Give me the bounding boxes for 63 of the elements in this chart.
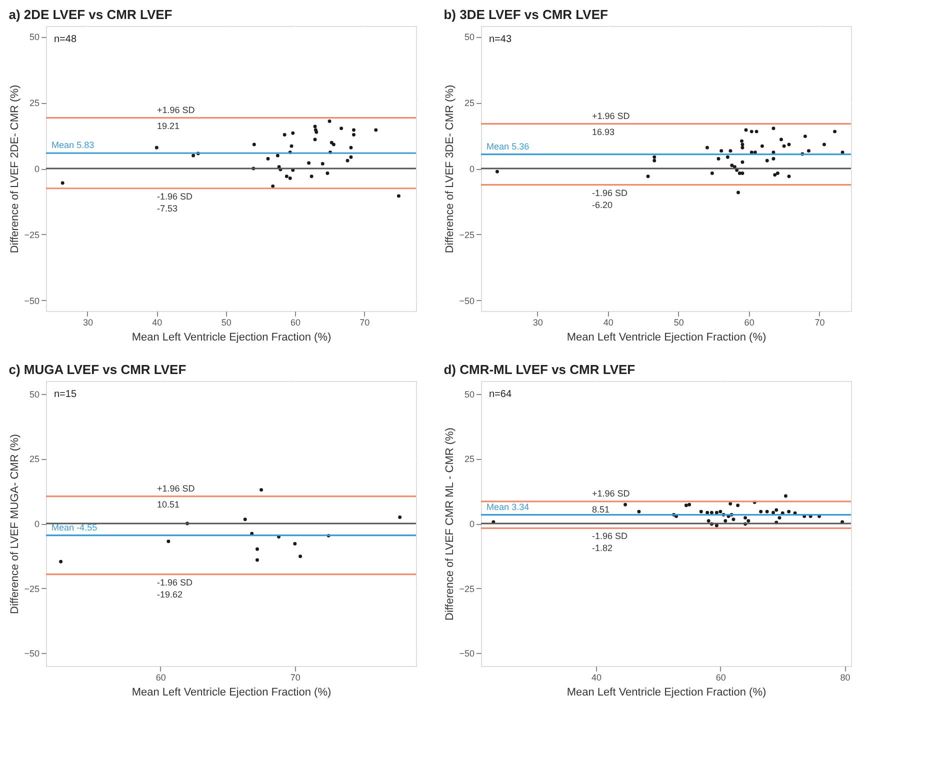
x-axis-title: Mean Left Ventricle Ejection Fraction (%) — [132, 332, 332, 344]
ref-line-label: +1.96 SD 19.21 — [157, 104, 196, 131]
x-tick-label: 60 — [156, 672, 166, 682]
y-tick-label: 50 — [464, 32, 474, 42]
y-tick-label: 25 — [29, 454, 40, 464]
y-tick-label: 25 — [464, 454, 474, 464]
y-tick-label: −50 — [459, 296, 474, 306]
y-axis-title: Difference of LVEF MUGA- CMR (%) — [9, 434, 22, 614]
x-tick-label: 70 — [814, 318, 825, 328]
chart-title: a) 2DE LVEF vs CMR LVEF — [8, 7, 172, 22]
x-tick-label: 70 — [360, 318, 370, 328]
x-tick-label: 60 — [744, 318, 754, 328]
y-tick-label: −50 — [459, 648, 474, 659]
y-tick-label: 0 — [469, 519, 474, 529]
x-tick-label: 50 — [674, 318, 684, 328]
y-tick-label: −50 — [24, 648, 40, 659]
x-tick-label: 60 — [290, 318, 300, 328]
y-tick-label: −25 — [459, 584, 474, 594]
ref-line-label: +1.96 SD 10.51 — [157, 483, 196, 510]
ref-line-label: +1.96 SD 8.51 — [592, 488, 630, 514]
annotation: n=48 — [54, 34, 77, 45]
x-axis-title: Mean Left Ventricle Ejection Fraction (%) — [132, 686, 332, 698]
chart-title: c) MUGA LVEF vs CMR LVEF — [8, 362, 186, 377]
x-axis-title: Mean Left Ventricle Ejection Fraction (%) — [566, 686, 766, 698]
x-tick-label: 50 — [221, 318, 232, 328]
y-tick-label: −25 — [24, 230, 40, 240]
annotation: n=15 — [54, 389, 77, 400]
ref-line-label: -1.96 SD -19.62 — [157, 577, 194, 600]
y-axis-title: Difference of LVEF 2DE- CMR (%) — [9, 84, 22, 254]
ref-line-label: Mean 5.36 — [486, 141, 530, 152]
annotation: n=43 — [489, 34, 512, 45]
ref-line-label: Mean -4.55 — [52, 522, 98, 532]
ref-line-label: -1.96 SD -1.82 — [592, 531, 628, 554]
x-tick-label: 60 — [716, 672, 726, 682]
y-tick-label: −50 — [24, 296, 40, 306]
ref-line-label: -1.96 SD -6.20 — [592, 188, 628, 210]
x-tick-label: 80 — [840, 672, 850, 682]
annotation: n=64 — [489, 389, 512, 400]
y-tick-label: 50 — [29, 389, 40, 400]
y-tick-label: 0 — [469, 164, 474, 174]
x-tick-label: 30 — [532, 318, 543, 328]
y-tick-label: 25 — [464, 98, 474, 108]
y-tick-label: 0 — [34, 519, 40, 529]
y-axis-title: Difference of LVEF 3DE- CMR (%) — [444, 84, 456, 254]
x-tick-label: 30 — [82, 318, 94, 328]
y-tick-label: −25 — [459, 230, 474, 240]
ref-line-label: +1.96 SD 16.93 — [592, 110, 630, 137]
y-tick-label: 0 — [34, 164, 40, 174]
x-axis-title: Mean Left Ventricle Ejection Fraction (%) — [566, 332, 766, 344]
x-tick-label: 40 — [603, 318, 614, 328]
y-tick-label: 50 — [29, 32, 40, 42]
chart-title: b) 3DE LVEF vs CMR LVEF — [444, 7, 608, 22]
y-tick-label: 25 — [29, 98, 40, 108]
x-tick-label: 70 — [290, 672, 300, 682]
y-tick-label: 50 — [464, 389, 474, 400]
x-tick-label: 40 — [592, 672, 602, 682]
chart-title: d) CMR-ML LVEF vs CMR LVEF — [444, 362, 636, 377]
ref-line-label: Mean 3.34 — [486, 502, 530, 512]
x-tick-label: 40 — [152, 318, 162, 328]
y-tick-label: −25 — [24, 584, 40, 594]
y-axis-title: Difference of LVEF CMR ML - CMR (%) — [444, 428, 456, 620]
ref-line-label: -1.96 SD -7.53 — [157, 191, 194, 214]
ref-line-label: Mean 5.83 — [52, 140, 94, 150]
